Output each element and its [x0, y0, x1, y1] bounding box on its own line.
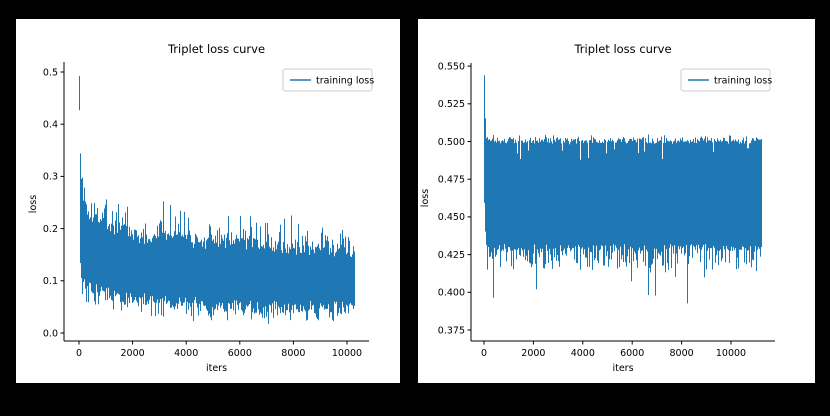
x-tick-label: 8000: [281, 348, 305, 359]
x-tick-label: 4000: [174, 348, 198, 359]
y-tick-label: 0.500: [438, 137, 465, 148]
y-tick-label: 0.5: [43, 67, 58, 78]
x-tick-label: 6000: [620, 348, 644, 359]
y-tick-label: 0.0: [43, 328, 58, 339]
triplet-loss-chart-right: 0.375 0.400 0.425 0.450 0.475 0.500 0.525 0.550…: [420, 42, 775, 374]
y-tick-label: 0.3: [43, 172, 58, 183]
y-tick-label: 0.375: [438, 325, 465, 336]
triplet-loss-chart-left: 0.0 0.1 0.2 0.3 0.4 0.5 0 2000 4000 6000 8000 10000…: [28, 42, 374, 374]
y-tick-label: 0.400: [438, 288, 465, 299]
y-axis-label: loss: [420, 189, 431, 207]
legend-box: [282, 68, 373, 92]
x-tick-label: 6000: [228, 348, 252, 359]
chart-title: Triplet loss curve: [573, 42, 671, 56]
x-tick-label: 0: [76, 348, 82, 359]
x-tick-label: 2000: [121, 348, 145, 359]
legend: training loss: [282, 68, 374, 92]
axis-spines: [63, 62, 369, 342]
y-tick-label: 0.1: [43, 276, 58, 287]
x-axis-label: iters: [612, 363, 633, 374]
legend-label: training loss: [316, 75, 374, 86]
x-tick-label: 8000: [670, 348, 694, 359]
y-tick-label: 0.550: [438, 61, 465, 72]
legend-box: [680, 68, 771, 92]
y-tick-label: 0.425: [438, 250, 465, 261]
chart-title: Triplet loss curve: [167, 42, 265, 56]
legend-label: training loss: [714, 75, 772, 86]
y-tick-label: 0.475: [438, 175, 465, 186]
figure-left: 0.0 0.1 0.2 0.3 0.4 0.5 0 2000 4000 6000 8000 10000…: [16, 19, 400, 383]
legend: training loss: [680, 68, 772, 92]
x-axis-label: iters: [206, 363, 227, 374]
x-tick-label: 10000: [332, 348, 362, 359]
x-tick-label: 10000: [716, 348, 746, 359]
loss-series-path: [484, 75, 762, 304]
y-tick-label: 0.525: [438, 99, 465, 110]
axis-spines: [470, 63, 775, 342]
x-tick-label: 4000: [571, 348, 595, 359]
x-tick-label: 0: [481, 348, 487, 359]
x-tick-label: 2000: [521, 348, 545, 359]
y-axis-label: loss: [28, 195, 39, 213]
y-tick-label: 0.450: [438, 212, 465, 223]
figure-right: 0.375 0.400 0.425 0.450 0.475 0.500 0.525 0.550…: [418, 19, 815, 383]
loss-series-path: [79, 75, 355, 324]
y-tick-label: 0.2: [43, 224, 58, 235]
y-tick-label: 0.4: [43, 120, 58, 131]
